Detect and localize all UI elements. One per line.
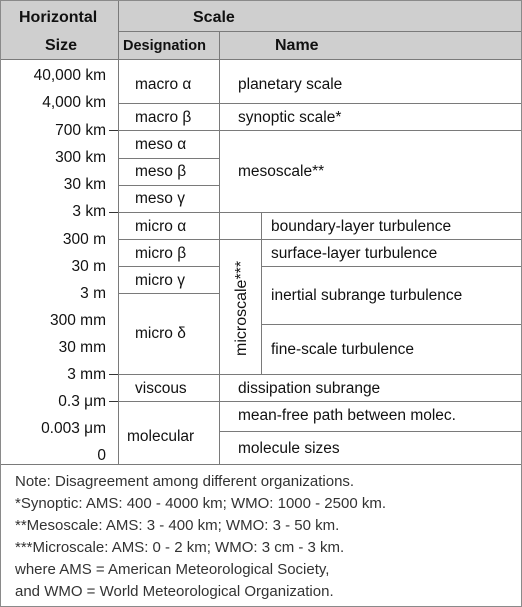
header-background [1, 1, 521, 59]
designation-molecular: molecular [127, 428, 195, 445]
size-label: 30 m [71, 258, 106, 275]
header-size-divider [118, 1, 119, 59]
header-mid-divider [119, 31, 521, 32]
row-line [119, 239, 521, 240]
designation-micro-delta: micro δ [135, 325, 186, 342]
name-planetary: planetary scale [238, 76, 343, 93]
name-mesoscale: mesoscale** [238, 163, 325, 180]
name-fine-scale: fine-scale turbulence [271, 341, 415, 358]
note-line: *Synoptic: AMS: 400 - 4000 km; WMO: 1000… [15, 495, 386, 512]
header-name: Name [275, 37, 319, 54]
size-label: 0.003 μm [41, 420, 106, 437]
designation-meso-alpha: meso α [135, 136, 187, 153]
header-horizontal: Horizontal [19, 9, 98, 26]
row-line [119, 374, 521, 375]
size-label: 300 km [55, 149, 106, 166]
designation-micro-beta: micro β [135, 245, 187, 262]
note-line: and WMO = World Meteorological Organizat… [15, 583, 334, 600]
size-label: 3 m [80, 285, 106, 302]
size-label: 0.3 μm [58, 393, 106, 410]
body-desig-divider [219, 59, 220, 464]
name-molecule-sizes: molecule sizes [238, 440, 340, 457]
designation-micro-gamma: micro γ [135, 272, 185, 289]
note-line: where AMS = American Meteorological Soci… [15, 561, 330, 578]
name-surface-layer: surface-layer turbulence [271, 245, 438, 262]
size-label: 4,000 km [42, 94, 106, 111]
size-label: 30 mm [58, 339, 106, 356]
row-line [119, 212, 521, 213]
row-line [119, 158, 219, 159]
header-desig-divider [219, 31, 220, 59]
name-inertial-subrange: inertial subrange turbulence [271, 287, 463, 304]
name-dissipation: dissipation subrange [238, 380, 381, 397]
size-tick [109, 212, 119, 213]
header-designation: Designation [123, 38, 206, 54]
designation-micro-alpha: micro α [135, 218, 187, 235]
name-synoptic: synoptic scale* [238, 109, 342, 126]
header-scale: Scale [193, 9, 235, 26]
row-line [119, 130, 521, 131]
size-label: 30 km [63, 176, 106, 193]
designation-meso-gamma: meso γ [135, 190, 185, 207]
size-label: 300 mm [50, 312, 106, 329]
designation-viscous: viscous [135, 380, 187, 397]
note-line: ***Microscale: AMS: 0 - 2 km; WMO: 3 cm … [15, 539, 345, 556]
name-boundary-layer: boundary-layer turbulence [271, 218, 452, 235]
body-bottom-border [1, 464, 521, 465]
designation-meso-beta: meso β [135, 163, 187, 180]
row-line [119, 266, 219, 267]
note-line: Note: Disagreement among different organ… [15, 473, 355, 490]
header-size: Size [45, 37, 78, 54]
body-size-divider [118, 59, 119, 464]
size-label: 300 m [62, 231, 106, 248]
name-microscale: microscale*** [233, 260, 250, 356]
row-line [119, 401, 521, 402]
designation-macro-alpha: macro α [135, 76, 192, 93]
row-line [262, 266, 521, 267]
size-label: 3 km [72, 203, 106, 220]
size-label: 40,000 km [33, 67, 106, 84]
size-label: 700 km [55, 122, 106, 139]
header-bottom-border [1, 59, 521, 60]
size-tick [109, 401, 119, 402]
designation-macro-beta: macro β [135, 109, 192, 126]
size-label: 0 [97, 447, 106, 464]
note-line: **Mesoscale: AMS: 3 - 400 km; WMO: 3 - 5… [15, 517, 340, 534]
row-line [262, 324, 521, 325]
row-line [119, 293, 219, 294]
row-line [119, 185, 219, 186]
size-label: 3 mm [67, 366, 106, 383]
size-tick [109, 130, 119, 131]
micro-divider [261, 212, 262, 374]
row-line [220, 431, 521, 432]
size-tick [109, 374, 119, 375]
name-mean-free-path: mean-free path between molec. [238, 407, 456, 424]
row-line [119, 103, 521, 104]
